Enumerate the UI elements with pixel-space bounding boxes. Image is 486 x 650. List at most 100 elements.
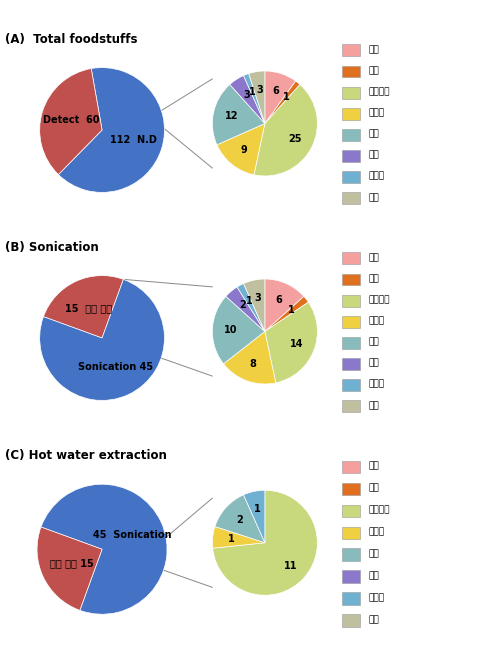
FancyBboxPatch shape <box>342 571 360 582</box>
Text: 2: 2 <box>236 515 243 525</box>
FancyBboxPatch shape <box>342 150 360 162</box>
Text: 국화: 국화 <box>368 462 379 471</box>
Text: 캐모마일: 캐모마일 <box>368 505 390 514</box>
FancyBboxPatch shape <box>342 294 360 307</box>
Text: (C) Hot water extraction: (C) Hot water extraction <box>5 450 167 463</box>
Wedge shape <box>41 484 167 614</box>
Wedge shape <box>265 279 304 332</box>
FancyBboxPatch shape <box>342 129 360 141</box>
FancyBboxPatch shape <box>342 483 360 495</box>
Wedge shape <box>212 526 265 548</box>
Wedge shape <box>254 84 317 176</box>
Text: 12: 12 <box>225 111 238 122</box>
FancyBboxPatch shape <box>342 171 360 183</box>
Text: 11: 11 <box>283 560 297 571</box>
FancyBboxPatch shape <box>342 461 360 473</box>
Wedge shape <box>243 490 265 543</box>
Text: 허브차: 허브차 <box>368 172 384 181</box>
Text: 지치: 지치 <box>368 549 379 558</box>
Wedge shape <box>230 75 265 124</box>
Wedge shape <box>40 280 164 400</box>
Text: (B) Sonication: (B) Sonication <box>5 242 99 255</box>
Text: 국화: 국화 <box>368 45 379 54</box>
FancyBboxPatch shape <box>342 44 360 57</box>
Wedge shape <box>37 527 102 610</box>
Wedge shape <box>265 71 295 124</box>
Wedge shape <box>243 279 265 332</box>
Text: 지치: 지치 <box>368 129 379 138</box>
FancyBboxPatch shape <box>342 108 360 120</box>
FancyBboxPatch shape <box>342 379 360 391</box>
Text: 1: 1 <box>288 306 295 315</box>
Text: 1: 1 <box>227 534 234 544</box>
FancyBboxPatch shape <box>342 614 360 627</box>
FancyBboxPatch shape <box>342 66 360 77</box>
Text: 허브차: 허브차 <box>368 593 384 602</box>
Text: 캐모마일: 캐모마일 <box>368 87 390 96</box>
Wedge shape <box>226 287 265 332</box>
Wedge shape <box>265 81 300 124</box>
Wedge shape <box>265 296 309 332</box>
Text: 45  Sonication: 45 Sonication <box>93 530 172 540</box>
Text: 열수 추출 15: 열수 추출 15 <box>50 558 93 569</box>
Text: 감국: 감국 <box>368 66 379 75</box>
Text: 화분: 화분 <box>368 359 379 368</box>
Text: 화분: 화분 <box>368 151 379 160</box>
Text: 나물류: 나물류 <box>368 527 384 536</box>
Text: 8: 8 <box>250 359 257 369</box>
Text: 6: 6 <box>272 86 279 96</box>
FancyBboxPatch shape <box>342 504 360 517</box>
Text: 10: 10 <box>224 325 238 335</box>
Text: 14: 14 <box>290 339 303 349</box>
Text: 지치: 지치 <box>368 337 379 346</box>
Wedge shape <box>40 68 102 175</box>
Text: 나물류: 나물류 <box>368 317 384 326</box>
FancyBboxPatch shape <box>342 549 360 561</box>
Wedge shape <box>212 296 265 364</box>
Wedge shape <box>215 495 265 543</box>
Text: 허브차: 허브차 <box>368 380 384 389</box>
Text: 1: 1 <box>254 504 261 514</box>
Text: 나물류: 나물류 <box>368 109 384 118</box>
Text: 1: 1 <box>245 296 252 306</box>
Text: 3: 3 <box>256 84 263 95</box>
Text: 6: 6 <box>276 295 282 306</box>
Wedge shape <box>212 84 265 145</box>
Wedge shape <box>58 68 164 192</box>
Wedge shape <box>43 276 123 338</box>
Wedge shape <box>249 71 265 124</box>
Wedge shape <box>217 124 265 175</box>
Text: 1: 1 <box>249 86 256 97</box>
Text: 감국: 감국 <box>368 274 379 283</box>
FancyBboxPatch shape <box>342 358 360 370</box>
Text: 콩류: 콩류 <box>368 193 379 202</box>
Text: 감국: 감국 <box>368 484 379 493</box>
FancyBboxPatch shape <box>342 316 360 328</box>
FancyBboxPatch shape <box>342 252 360 265</box>
FancyBboxPatch shape <box>342 400 360 412</box>
FancyBboxPatch shape <box>342 526 360 539</box>
Wedge shape <box>224 332 276 384</box>
Wedge shape <box>237 283 265 332</box>
Wedge shape <box>243 73 265 124</box>
Text: 화분: 화분 <box>368 571 379 580</box>
Text: 국화: 국화 <box>368 253 379 262</box>
Text: 1: 1 <box>283 92 290 102</box>
Text: Detect  60: Detect 60 <box>43 116 99 125</box>
Text: 112  N.D: 112 N.D <box>110 135 156 144</box>
Text: (A)  Total foodstuffs: (A) Total foodstuffs <box>5 33 138 47</box>
FancyBboxPatch shape <box>342 274 360 285</box>
FancyBboxPatch shape <box>342 86 360 99</box>
Text: 3: 3 <box>243 90 250 100</box>
Text: 콩류: 콩류 <box>368 401 379 410</box>
FancyBboxPatch shape <box>342 337 360 349</box>
Text: 15  열수 추출: 15 열수 추출 <box>65 304 112 313</box>
Text: 콩류: 콩류 <box>368 615 379 624</box>
Text: 3: 3 <box>254 293 261 303</box>
Text: 2: 2 <box>240 300 246 310</box>
FancyBboxPatch shape <box>342 592 360 604</box>
Text: Sonication 45: Sonication 45 <box>78 363 154 372</box>
FancyBboxPatch shape <box>342 192 360 204</box>
Text: 캐모마일: 캐모마일 <box>368 295 390 304</box>
Wedge shape <box>213 490 317 595</box>
